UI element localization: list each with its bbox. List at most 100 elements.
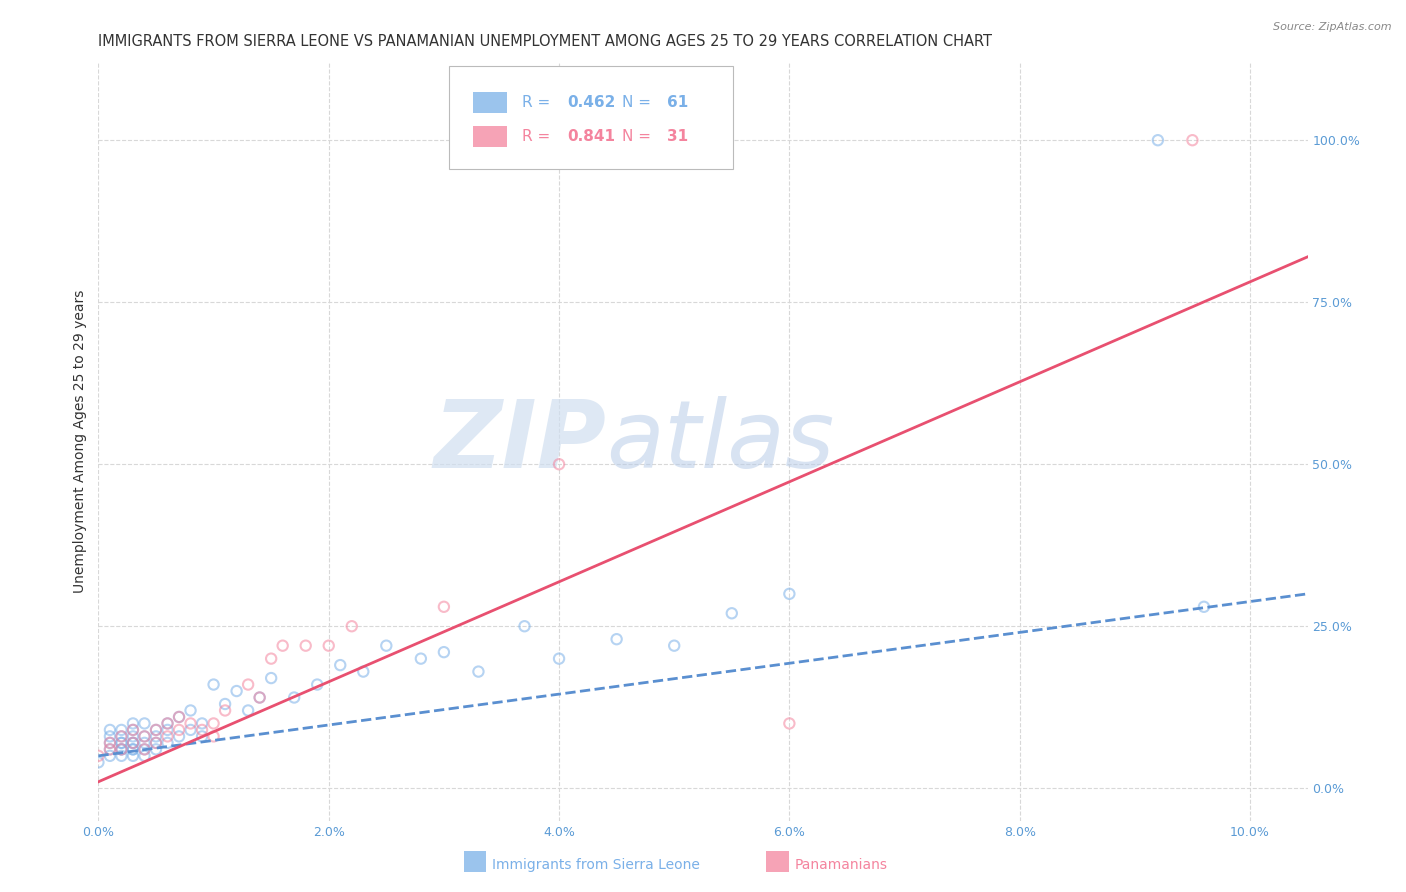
Point	[283, 690, 305, 705]
Point	[778, 587, 800, 601]
Point	[110, 748, 132, 763]
Point	[98, 723, 121, 737]
Point	[98, 748, 121, 763]
Point	[122, 736, 145, 750]
Text: 0.841: 0.841	[568, 129, 616, 145]
Point	[98, 742, 121, 756]
Point	[260, 671, 283, 685]
Point	[329, 658, 352, 673]
Point	[340, 619, 363, 633]
Point	[1181, 133, 1204, 147]
Point	[145, 723, 167, 737]
Point	[249, 690, 271, 705]
Text: 61: 61	[666, 95, 688, 110]
Point	[122, 716, 145, 731]
Bar	[474, 126, 508, 147]
Point	[98, 736, 121, 750]
Point	[236, 677, 259, 691]
Point	[167, 710, 190, 724]
Text: R =: R =	[522, 129, 555, 145]
Point	[513, 619, 536, 633]
Point	[191, 716, 214, 731]
Point	[110, 730, 132, 744]
Point	[167, 730, 190, 744]
Point	[467, 665, 489, 679]
Point	[167, 710, 190, 724]
Point	[375, 639, 398, 653]
Point	[156, 736, 179, 750]
Point	[134, 716, 156, 731]
Text: ZIP: ZIP	[433, 395, 606, 488]
Point	[87, 756, 110, 770]
Point	[433, 645, 456, 659]
Point	[110, 730, 132, 744]
Point	[134, 748, 156, 763]
Point	[122, 748, 145, 763]
Text: 0.462: 0.462	[568, 95, 616, 110]
Point	[202, 730, 225, 744]
Point	[156, 723, 179, 737]
Point	[271, 639, 294, 653]
Point	[145, 742, 167, 756]
Point	[122, 730, 145, 744]
Point	[122, 736, 145, 750]
Point	[110, 742, 132, 756]
Point	[98, 742, 121, 756]
Point	[260, 651, 283, 665]
Point	[236, 703, 259, 717]
Point	[134, 730, 156, 744]
Text: Immigrants from Sierra Leone: Immigrants from Sierra Leone	[492, 858, 700, 872]
Point	[433, 599, 456, 614]
Point	[156, 716, 179, 731]
Point	[180, 716, 202, 731]
Point	[294, 639, 316, 653]
Point	[134, 730, 156, 744]
Point	[110, 742, 132, 756]
Point	[191, 723, 214, 737]
Point	[145, 723, 167, 737]
Point	[249, 690, 271, 705]
Point	[122, 742, 145, 756]
Point	[98, 736, 121, 750]
Point	[145, 736, 167, 750]
Text: N =: N =	[621, 129, 655, 145]
Point	[122, 723, 145, 737]
Point	[167, 723, 190, 737]
Point	[110, 723, 132, 737]
Point	[548, 651, 571, 665]
Point	[110, 736, 132, 750]
Point	[180, 723, 202, 737]
Point	[122, 742, 145, 756]
Text: N =: N =	[621, 95, 655, 110]
Point	[87, 748, 110, 763]
Point	[145, 730, 167, 744]
Text: Panamanians: Panamanians	[794, 858, 887, 872]
Text: IMMIGRANTS FROM SIERRA LEONE VS PANAMANIAN UNEMPLOYMENT AMONG AGES 25 TO 29 YEAR: IMMIGRANTS FROM SIERRA LEONE VS PANAMANI…	[98, 34, 993, 49]
Point	[122, 736, 145, 750]
Point	[664, 639, 686, 653]
Point	[318, 639, 340, 653]
Point	[191, 730, 214, 744]
Point	[202, 677, 225, 691]
Text: atlas: atlas	[606, 396, 835, 487]
Point	[1192, 599, 1215, 614]
Point	[110, 742, 132, 756]
Text: R =: R =	[522, 95, 555, 110]
Point	[134, 736, 156, 750]
Point	[122, 723, 145, 737]
Point	[1147, 133, 1170, 147]
Point	[214, 697, 236, 711]
Point	[180, 703, 202, 717]
Point	[778, 716, 800, 731]
Point	[606, 632, 628, 647]
Bar	[474, 92, 508, 113]
Point	[307, 677, 329, 691]
Point	[214, 703, 236, 717]
Point	[409, 651, 432, 665]
Text: 31: 31	[666, 129, 688, 145]
Point	[98, 730, 121, 744]
Point	[202, 716, 225, 731]
Point	[156, 716, 179, 731]
Point	[145, 736, 167, 750]
Point	[156, 730, 179, 744]
